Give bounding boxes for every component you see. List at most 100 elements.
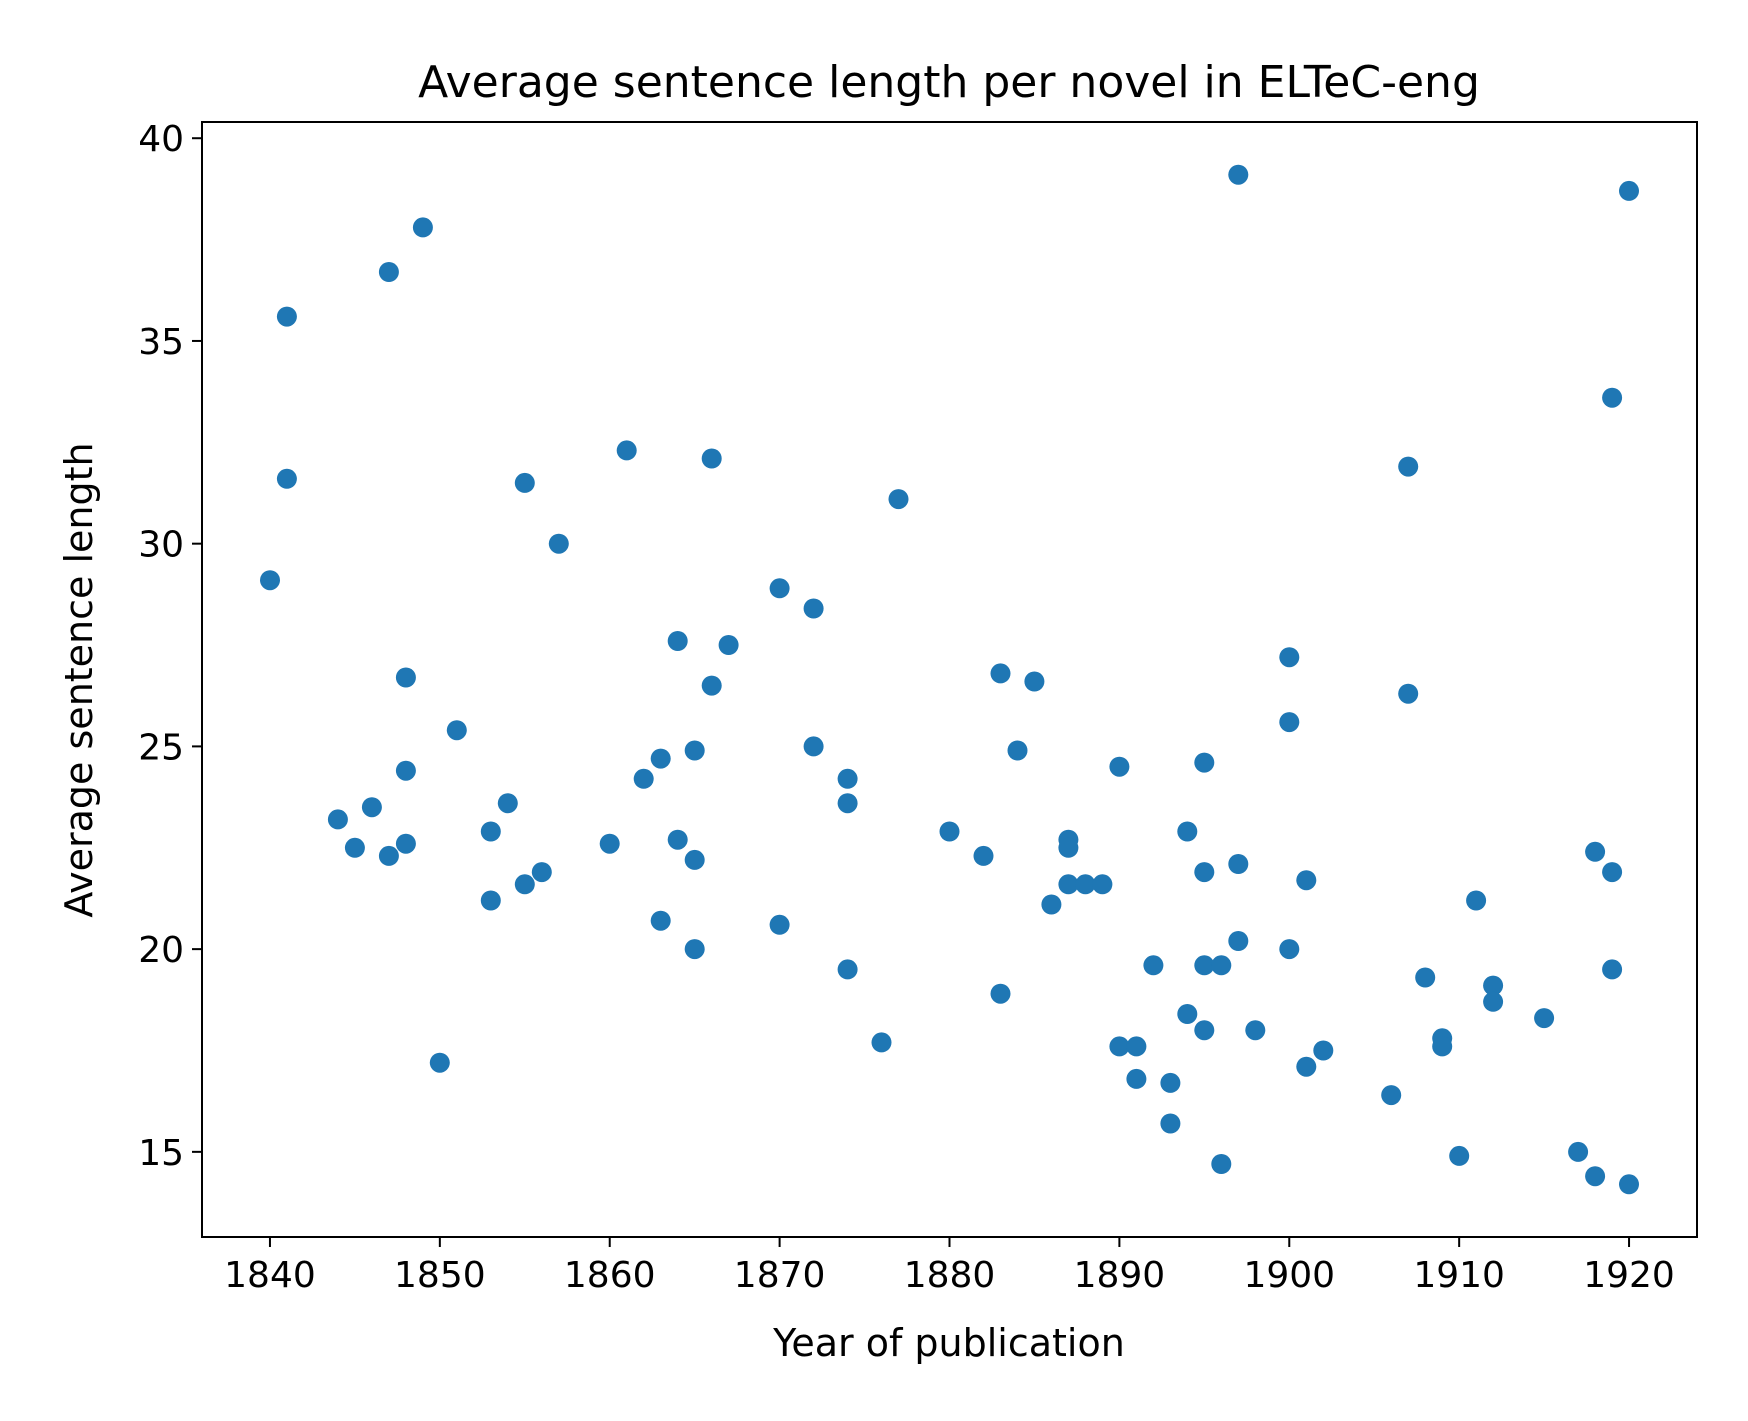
data-point — [1279, 939, 1300, 960]
data-point — [1211, 955, 1232, 976]
data-point — [395, 833, 416, 854]
x-tick-label: 1870 — [734, 1255, 826, 1296]
data-point — [1381, 1085, 1402, 1106]
data-point — [480, 821, 501, 842]
x-tick-label: 1890 — [1074, 1255, 1166, 1296]
x-axis-label: Year of publication — [772, 1321, 1125, 1365]
data-point — [1109, 756, 1130, 777]
data-point — [769, 578, 790, 599]
data-point — [990, 983, 1011, 1004]
chart-title: Average sentence length per novel in ELT… — [418, 57, 1480, 108]
data-point — [769, 914, 790, 935]
data-point — [837, 768, 858, 789]
data-point — [378, 845, 399, 866]
data-point — [1228, 931, 1249, 951]
data-point — [1398, 456, 1419, 477]
data-point — [344, 837, 365, 858]
data-point — [429, 1052, 450, 1073]
data-point — [395, 760, 416, 781]
data-point — [1194, 862, 1215, 883]
data-point — [1228, 854, 1249, 874]
data-point — [1568, 1141, 1589, 1162]
data-point — [1024, 671, 1045, 692]
data-point — [684, 939, 705, 960]
data-point — [1313, 1040, 1334, 1061]
data-point — [1619, 180, 1639, 201]
data-point — [1160, 1113, 1181, 1134]
data-point — [650, 910, 671, 931]
data-point — [1415, 967, 1436, 988]
data-point — [1279, 712, 1300, 733]
data-point — [276, 468, 297, 489]
data-point — [1177, 1004, 1198, 1024]
y-tick-label: 20 — [138, 930, 184, 971]
x-tick-label: 1900 — [1243, 1255, 1335, 1296]
data-point — [276, 306, 297, 327]
data-point — [837, 959, 858, 980]
data-point — [1126, 1036, 1147, 1057]
data-point — [1466, 890, 1487, 911]
data-point — [395, 667, 416, 688]
data-point — [684, 740, 705, 761]
data-point — [650, 748, 671, 769]
data-point — [701, 675, 722, 696]
y-tick-label: 15 — [138, 1133, 184, 1174]
data-point — [1058, 874, 1079, 895]
data-point — [1194, 1020, 1215, 1041]
x-tick-label: 1840 — [224, 1255, 316, 1296]
data-point — [1160, 1072, 1181, 1093]
data-point — [1398, 683, 1419, 704]
data-point — [412, 217, 433, 238]
data-point — [1194, 955, 1215, 976]
data-point — [446, 720, 467, 741]
data-point — [480, 890, 501, 911]
data-point — [803, 736, 824, 757]
data-point — [718, 635, 739, 655]
data-points — [260, 164, 1639, 1195]
data-point — [1296, 1056, 1317, 1077]
plot-frame — [201, 121, 1698, 1238]
data-point — [497, 793, 518, 814]
data-point — [361, 797, 382, 818]
data-point — [684, 849, 705, 870]
data-point — [1143, 955, 1164, 976]
x-tick-label: 1860 — [564, 1255, 656, 1296]
data-point — [260, 570, 280, 591]
y-tick-label: 40 — [138, 119, 184, 160]
data-point — [1092, 874, 1113, 895]
data-point — [327, 809, 348, 830]
data-point — [1075, 874, 1096, 895]
data-point — [531, 862, 552, 883]
data-point — [888, 489, 909, 510]
data-point — [667, 631, 688, 651]
data-point — [1194, 752, 1215, 773]
data-point — [1296, 870, 1317, 891]
data-point — [1619, 1174, 1639, 1195]
data-point — [667, 829, 688, 850]
x-tick-label: 1910 — [1413, 1255, 1505, 1296]
y-tick-label: 30 — [138, 525, 184, 566]
x-tick-label: 1920 — [1583, 1255, 1675, 1296]
data-point — [1211, 1154, 1232, 1174]
data-point — [514, 472, 535, 493]
data-point — [1602, 387, 1623, 408]
data-point — [1041, 894, 1062, 915]
data-point — [1449, 1145, 1470, 1166]
data-point — [1007, 740, 1028, 761]
data-point — [871, 1032, 892, 1053]
y-axis-label: Average sentence length — [57, 442, 101, 917]
x-tick-label: 1880 — [904, 1255, 996, 1296]
x-axis-ticks: 1840 1850 1860 1870 1880 1890 1900 1910 1920 — [224, 1237, 1675, 1296]
data-point — [1534, 1008, 1555, 1029]
data-point — [1058, 837, 1079, 858]
data-point — [548, 533, 569, 554]
y-axis-ticks: 15 20 25 30 35 40 — [138, 119, 202, 1174]
data-point — [1109, 1036, 1130, 1057]
y-tick-label: 35 — [138, 322, 184, 363]
data-point — [1585, 1166, 1606, 1187]
data-point — [1602, 959, 1623, 980]
data-point — [514, 874, 535, 895]
data-point — [1126, 1068, 1147, 1089]
